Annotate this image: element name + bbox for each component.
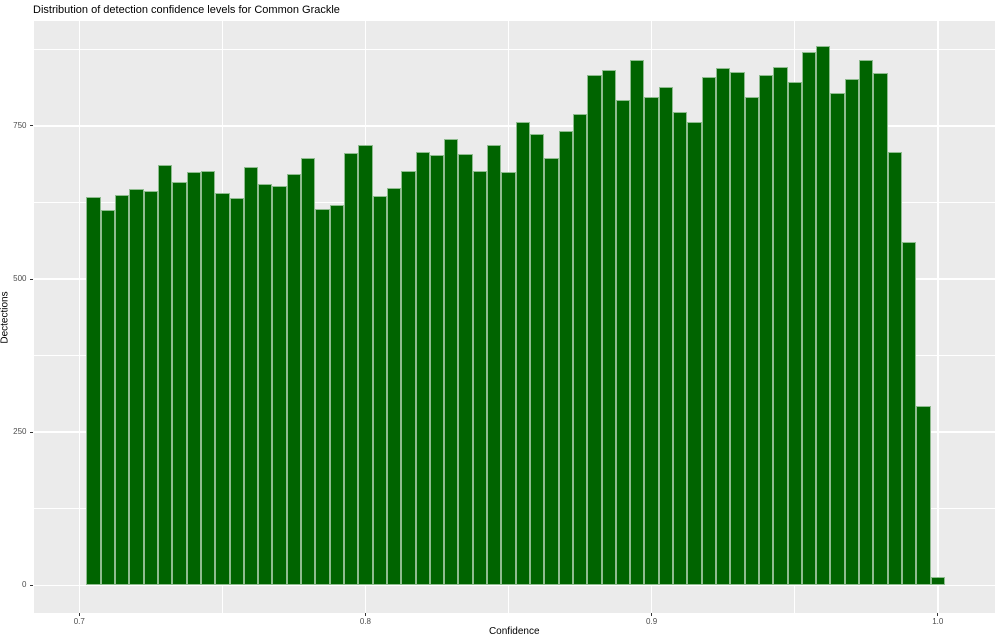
histogram-bar xyxy=(801,51,817,586)
y-tick-mark xyxy=(29,584,33,586)
histogram-bar xyxy=(472,170,488,586)
histogram-bar xyxy=(415,152,430,586)
gridline-major-y xyxy=(33,584,995,587)
x-tick-label: 1.0 xyxy=(932,617,944,626)
y-tick-label: 750 xyxy=(13,120,27,130)
histogram-bar xyxy=(529,133,545,586)
histogram-bar xyxy=(730,71,745,586)
histogram-bar xyxy=(172,182,187,586)
histogram-bar xyxy=(830,93,845,586)
histogram-bar xyxy=(258,184,273,586)
y-tick-label: 500 xyxy=(13,274,27,283)
histogram-bar xyxy=(673,111,688,586)
plot-panel xyxy=(33,21,995,613)
histogram-bar xyxy=(229,198,244,586)
histogram-bar xyxy=(401,170,416,586)
histogram-bar xyxy=(658,86,674,586)
histogram-bar xyxy=(115,195,130,586)
histogram-bar xyxy=(701,77,716,586)
histogram-bar xyxy=(916,405,931,586)
histogram-bar xyxy=(773,66,788,586)
histogram-bar xyxy=(286,174,302,586)
histogram-bar xyxy=(315,208,330,586)
histogram-bar xyxy=(515,122,530,586)
x-tick-label: 0.8 xyxy=(359,617,371,626)
histogram-bar xyxy=(329,205,344,586)
histogram-bar xyxy=(816,46,831,586)
x-tick-mark xyxy=(651,613,653,616)
histogram-bar xyxy=(715,67,731,586)
histogram-bar xyxy=(901,242,917,586)
histogram-bar xyxy=(301,157,316,586)
gridline-major-x xyxy=(78,21,81,613)
histogram-bar xyxy=(429,154,445,586)
x-tick-mark xyxy=(937,613,939,616)
y-axis-title: Dectections xyxy=(0,291,11,344)
histogram-bar xyxy=(644,96,659,586)
y-tick-mark xyxy=(29,431,33,433)
histogram-bar xyxy=(758,74,774,586)
histogram-bar xyxy=(343,153,359,586)
histogram-bar xyxy=(744,96,759,586)
histogram-bar xyxy=(787,82,802,586)
histogram-bar xyxy=(487,145,502,586)
histogram-bar xyxy=(157,165,173,586)
histogram-bar xyxy=(859,59,874,586)
x-tick-label: 0.7 xyxy=(73,617,85,626)
histogram-bar xyxy=(215,193,230,586)
histogram-bar xyxy=(587,74,602,586)
histogram-bar xyxy=(386,188,402,586)
x-axis-title: Confidence xyxy=(488,626,540,637)
histogram-bar xyxy=(100,209,116,586)
histogram-bar xyxy=(143,191,158,586)
histogram-bar xyxy=(501,171,516,586)
histogram-bar xyxy=(272,185,287,586)
histogram-bar xyxy=(572,113,588,586)
y-tick-mark xyxy=(29,278,33,280)
gridline-major-x xyxy=(937,21,939,613)
histogram-bar xyxy=(601,70,616,586)
x-tick-mark xyxy=(78,613,80,616)
histogram-bar xyxy=(887,151,902,586)
histogram-bar xyxy=(358,145,373,586)
x-tick-mark xyxy=(364,613,366,616)
histogram-bar xyxy=(558,130,573,586)
histogram-bar xyxy=(687,121,702,586)
chart-title: Distribution of detection confidence lev… xyxy=(33,4,340,16)
histogram-bar xyxy=(129,188,144,586)
y-tick-label: 250 xyxy=(13,427,27,437)
histogram-bar xyxy=(615,100,631,586)
histogram-bar xyxy=(458,153,473,586)
gridline-minor-y xyxy=(33,48,995,50)
histogram-bar xyxy=(86,196,101,586)
histogram-bar xyxy=(444,139,459,586)
histogram-bar xyxy=(844,78,860,586)
histogram-bar xyxy=(200,171,216,586)
histogram-bar xyxy=(873,73,888,586)
histogram-bar xyxy=(630,59,645,586)
x-tick-label: 0.9 xyxy=(646,617,658,626)
histogram-bar xyxy=(930,576,945,586)
y-tick-mark xyxy=(29,125,33,127)
histogram-bar xyxy=(372,195,387,586)
gridline-major-y xyxy=(33,125,995,127)
histogram-bar xyxy=(544,157,559,586)
histogram-bar xyxy=(186,171,201,586)
y-tick-label: 0 xyxy=(22,580,27,590)
histogram-bar xyxy=(243,167,259,586)
